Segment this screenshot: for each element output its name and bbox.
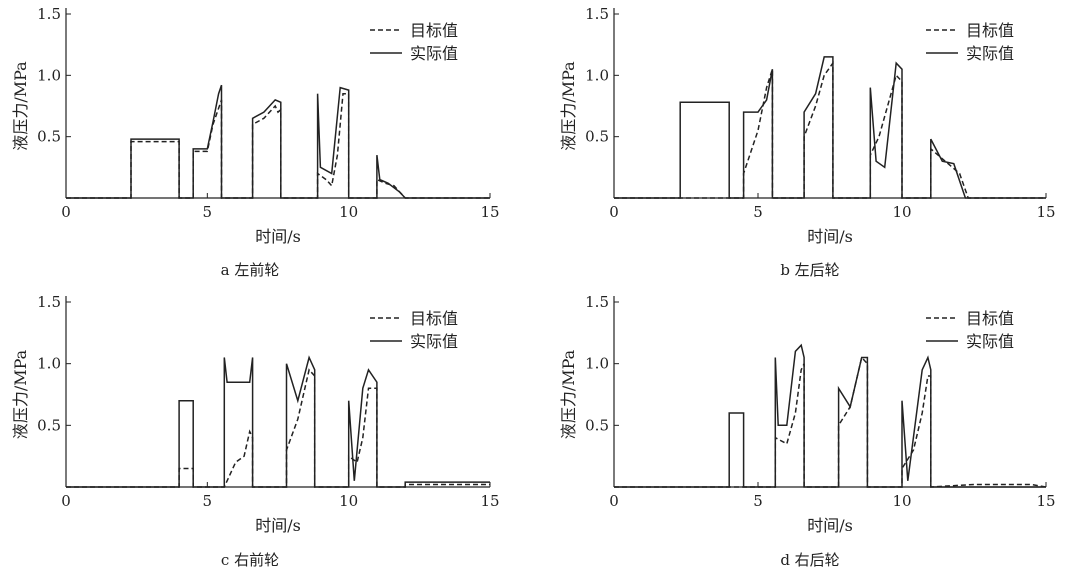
chart-d-x-tick-label: 15 — [1036, 492, 1055, 510]
chart-b-caption: b 左后轮 — [780, 261, 839, 279]
chart-a-legend-actual-label: 实际值 — [410, 44, 458, 63]
chart-d-series-target-line — [614, 355, 1047, 488]
chart-d-x-axis-label: 时间/s — [807, 516, 853, 535]
chart-c-x-tick-label: 5 — [203, 492, 213, 510]
chart-a-x-tick-label: 15 — [480, 203, 499, 221]
chart-d-legend-target-label: 目标值 — [966, 309, 1014, 328]
chart-d-series-actual-line — [614, 343, 1046, 488]
chart-c-x-axis-label: 时间/s — [255, 516, 301, 535]
chart-b-y-axis-label: 液压力/MPa — [559, 61, 578, 151]
chart-c-y-tick-label: 1.0 — [37, 355, 61, 373]
chart-d-y-tick-label: 0.5 — [585, 416, 609, 434]
chart-d-x-tick-label: 5 — [753, 492, 763, 510]
chart-a-x-tick-label: 5 — [203, 203, 213, 221]
chart-d-x-tick-label: 0 — [609, 492, 619, 510]
chart-b-x-axis-label: 时间/s — [807, 227, 853, 246]
chart-c-x-tick-label: 0 — [61, 492, 71, 510]
chart-d-legend-actual-label: 实际值 — [966, 332, 1014, 351]
chart-c-series-target-line — [66, 368, 490, 488]
chart-b-series-target-line — [614, 60, 1046, 199]
chart-a-y-tick-label: 1.0 — [37, 66, 61, 84]
chart-b-series-actual-line — [614, 56, 1046, 199]
chart-d-y-tick-label: 1.5 — [585, 293, 609, 311]
chart-a-legend-target-label: 目标值 — [410, 21, 458, 40]
chart-b-y-tick-label: 1.5 — [585, 5, 609, 23]
chart-b-x-tick-label: 5 — [753, 203, 763, 221]
chart-d-x-tick-label: 10 — [892, 492, 911, 510]
chart-c-x-tick-label: 15 — [480, 492, 499, 510]
chart-c-caption: c 右前轮 — [221, 551, 279, 569]
chart-c-legend-actual-label: 实际值 — [410, 332, 458, 351]
chart-a-y-tick-label: 0.5 — [37, 128, 61, 146]
chart-a-x-axis-label: 时间/s — [255, 227, 301, 246]
chart-a-series-target-line — [66, 92, 490, 199]
chart-c-y-tick-label: 0.5 — [37, 416, 61, 434]
chart-b-legend-actual-label: 实际值 — [966, 44, 1014, 63]
chart-a-series-actual-line — [66, 84, 490, 199]
chart-c-y-axis-label: 液压力/MPa — [11, 349, 30, 439]
chart-b-x-tick-label: 0 — [609, 203, 619, 221]
chart-c-series-actual-line — [66, 355, 490, 488]
chart-a-y-tick-label: 1.5 — [37, 5, 61, 23]
chart-c-y-tick-label: 1.5 — [37, 293, 61, 311]
chart-d-y-tick-label: 1.0 — [585, 355, 609, 373]
chart-b-y-tick-label: 1.0 — [585, 66, 609, 84]
chart-d-caption: d 右后轮 — [780, 551, 839, 569]
chart-b-x-tick-label: 15 — [1036, 203, 1055, 221]
chart-b-legend-target-label: 目标值 — [966, 21, 1014, 40]
chart-c-legend-target-label: 目标值 — [410, 309, 458, 328]
chart-a-x-tick-label: 0 — [61, 203, 71, 221]
chart-b-x-tick-label: 10 — [892, 203, 911, 221]
chart-a-caption: a 左前轮 — [221, 261, 280, 279]
chart-d-y-axis-label: 液压力/MPa — [559, 349, 578, 439]
chart-a-x-tick-label: 10 — [339, 203, 358, 221]
chart-b-y-tick-label: 0.5 — [585, 128, 609, 146]
chart-a-y-axis-label: 液压力/MPa — [11, 61, 30, 151]
chart-c-x-tick-label: 10 — [339, 492, 358, 510]
